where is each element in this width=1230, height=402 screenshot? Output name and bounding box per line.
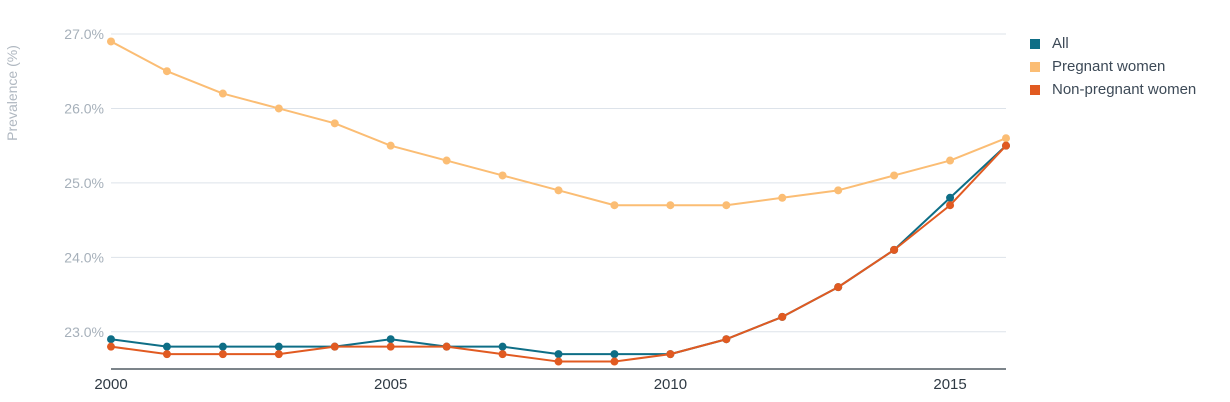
data-point-pregnant-women[interactable] [610, 201, 619, 210]
y-axis-ticks: 23.0% 24.0% 25.0% 26.0% 27.0% [64, 26, 104, 340]
series-group [107, 37, 1010, 366]
data-point-non-pregnant-women[interactable] [554, 357, 563, 366]
data-point-non-pregnant-women[interactable] [834, 283, 843, 292]
y-tick-label: 26.0% [64, 100, 104, 116]
data-point-non-pregnant-women[interactable] [722, 335, 731, 344]
data-point-non-pregnant-women[interactable] [386, 342, 395, 351]
data-point-pregnant-women[interactable] [218, 89, 227, 98]
y-tick-label: 25.0% [64, 175, 104, 191]
y-axis-label: Prevalence (%) [4, 45, 20, 141]
x-tick-label: 2005 [374, 376, 407, 393]
data-point-all[interactable] [946, 193, 955, 202]
data-point-pregnant-women[interactable] [554, 186, 563, 195]
series-line-non-pregnant-women [110, 144, 1007, 363]
data-point-non-pregnant-women[interactable] [442, 342, 451, 351]
gridlines [111, 33, 1006, 333]
data-point-all[interactable] [386, 335, 395, 344]
x-axis-ticks: 2000 2005 2010 2015 [94, 368, 1006, 393]
data-point-non-pregnant-women[interactable] [498, 350, 507, 359]
legend-label-pregnant-women: Pregnant women [1052, 58, 1166, 75]
data-point-pregnant-women[interactable] [834, 186, 843, 195]
x-tick-label: 2010 [654, 376, 687, 393]
data-point-non-pregnant-women[interactable] [610, 357, 619, 366]
data-point-pregnant-women[interactable] [722, 201, 731, 210]
data-point-pregnant-women[interactable] [162, 67, 171, 76]
legend: All Pregnant women Non-pregnant women [1030, 32, 1196, 101]
data-point-non-pregnant-women[interactable] [274, 350, 283, 359]
data-point-non-pregnant-women[interactable] [107, 342, 115, 351]
data-point-pregnant-women[interactable] [330, 119, 339, 128]
data-point-pregnant-women[interactable] [274, 104, 283, 113]
data-point-non-pregnant-women[interactable] [666, 350, 675, 359]
data-point-non-pregnant-women[interactable] [890, 245, 899, 254]
legend-swatch-pregnant-women [1030, 61, 1040, 72]
data-point-pregnant-women[interactable] [666, 201, 675, 210]
x-tick-label: 2000 [94, 376, 127, 393]
y-tick-label: 24.0% [64, 249, 104, 265]
data-point-pregnant-women[interactable] [1002, 134, 1010, 143]
data-point-pregnant-women[interactable] [498, 171, 507, 180]
legend-label-non-pregnant-women: Non-pregnant women [1052, 81, 1197, 98]
data-point-pregnant-women[interactable] [442, 156, 451, 165]
data-point-non-pregnant-women[interactable] [1002, 141, 1010, 150]
legend-swatch-all [1030, 38, 1040, 49]
data-point-pregnant-women[interactable] [778, 193, 787, 202]
legend-label-all: All [1052, 35, 1069, 52]
data-point-non-pregnant-women[interactable] [218, 350, 227, 359]
data-point-non-pregnant-women[interactable] [778, 312, 787, 321]
data-point-non-pregnant-women[interactable] [946, 201, 955, 210]
data-point-all[interactable] [218, 342, 227, 351]
series-line-all [110, 144, 1007, 356]
data-point-pregnant-women[interactable] [107, 37, 115, 46]
data-point-all[interactable] [554, 350, 563, 359]
data-point-non-pregnant-women[interactable] [162, 350, 171, 359]
data-point-non-pregnant-women[interactable] [330, 342, 339, 351]
data-point-all[interactable] [107, 335, 115, 344]
data-point-pregnant-women[interactable] [890, 171, 899, 180]
x-tick-label: 2015 [933, 376, 966, 393]
legend-item-all[interactable]: All [1030, 32, 1196, 55]
y-tick-label: 27.0% [64, 26, 104, 42]
data-point-all[interactable] [498, 342, 507, 351]
data-point-pregnant-women[interactable] [386, 141, 395, 150]
legend-item-pregnant-women[interactable]: Pregnant women [1030, 55, 1196, 78]
y-tick-label: 23.0% [64, 324, 104, 340]
legend-swatch-non-pregnant-women [1030, 84, 1040, 95]
data-point-all[interactable] [274, 342, 283, 351]
series-line-pregnant-women [110, 40, 1007, 207]
data-point-all[interactable] [162, 342, 171, 351]
data-point-pregnant-women[interactable] [946, 156, 955, 165]
legend-item-non-pregnant-women[interactable]: Non-pregnant women [1030, 78, 1196, 101]
data-point-all[interactable] [610, 350, 619, 359]
